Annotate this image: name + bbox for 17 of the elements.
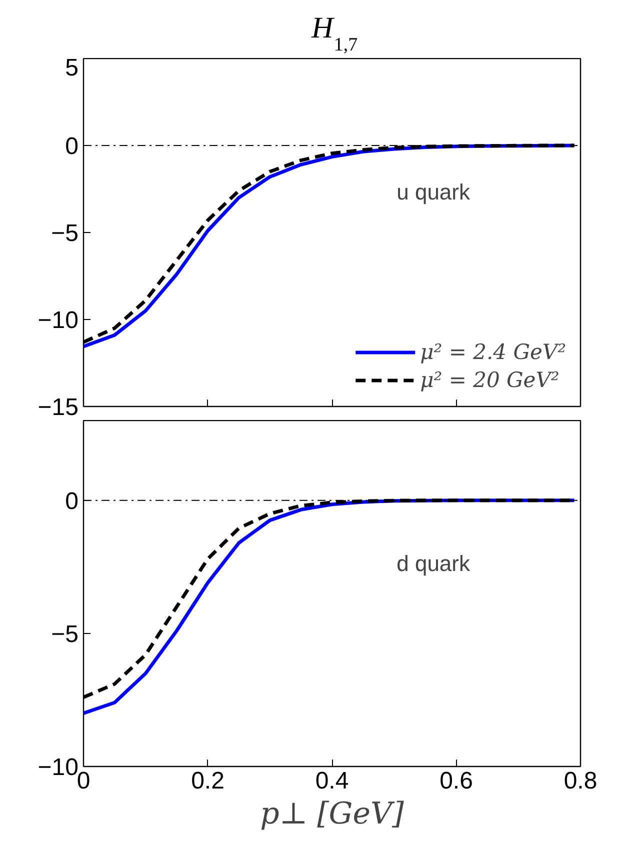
y-tick-label: −5 xyxy=(51,620,79,648)
x-tick-label: 0.8 xyxy=(564,768,598,794)
x-tick-label: 0.4 xyxy=(315,768,349,794)
y-tick-label: 0 xyxy=(65,488,79,515)
x-tick-label: 0.2 xyxy=(191,768,224,794)
legend-label: μ² = 2.4 GeV² xyxy=(420,340,566,364)
annotation: d quark xyxy=(396,551,471,576)
annotation: u quark xyxy=(396,180,471,205)
y-tick-label: −15 xyxy=(38,394,79,421)
legend-label: μ² = 20 GeV² xyxy=(420,368,560,392)
y-tick-label: −10 xyxy=(38,754,79,781)
y-tick-label: 0 xyxy=(65,133,79,160)
y-tick-label: 5 xyxy=(65,54,79,82)
y-tick-label: −5 xyxy=(51,220,79,247)
x-axis-title: p⊥ [GeV] xyxy=(260,796,404,832)
x-tick-label: 0.6 xyxy=(440,768,473,794)
y-tick-label: −10 xyxy=(38,307,79,334)
